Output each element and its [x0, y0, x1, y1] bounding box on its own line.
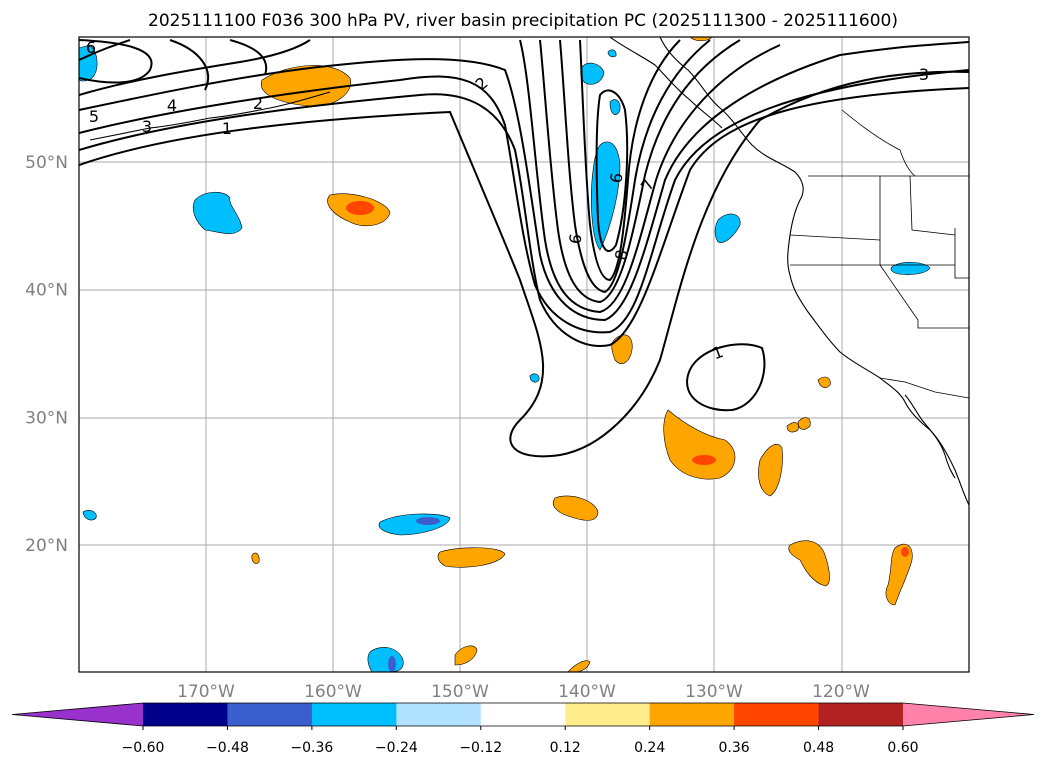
contour-label: 5: [89, 107, 99, 126]
baja-coastline: [904, 394, 956, 479]
contour-label: 1: [222, 119, 232, 138]
contour-label: 3: [919, 65, 929, 84]
pv-contour-9: [595, 89, 629, 252]
lat-tick-label: 20°N: [25, 536, 68, 556]
colorbar-segment: [818, 703, 904, 726]
lon-tick-label: 120°W: [812, 682, 870, 702]
precip-positive-patch: [454, 645, 478, 666]
pv-contour-upper-west-3: [229, 39, 268, 76]
colorbar-tick-label: −0.36: [290, 740, 333, 756]
lon-tick-label: 160°W: [304, 682, 362, 702]
precip-negative-patch: [192, 191, 243, 234]
colorbar-segment: [311, 703, 397, 726]
pv-contour-8: [579, 39, 681, 282]
precip-strong-positive-patch: [346, 201, 374, 215]
contour-label: 4: [167, 96, 177, 115]
precip-positive-patch: [251, 552, 260, 564]
precip-negative-patch: [529, 373, 540, 383]
state-border-wa-or: [789, 234, 881, 241]
precip-negative-patch: [609, 99, 621, 115]
us-mexico-border: [879, 377, 969, 399]
lon-tick-label: 170°W: [177, 682, 235, 702]
precip-positive-patch: [437, 547, 506, 568]
precip-negative-patch: [890, 262, 931, 275]
contour-label: 3: [142, 117, 152, 136]
north-america-coastline: [659, 37, 969, 506]
colorbar-tick-label: −0.12: [459, 740, 502, 756]
colorbar-segment: [565, 703, 651, 726]
lon-tick-label: 130°W: [685, 682, 743, 702]
colorbar-tick-label: 0.24: [634, 740, 665, 756]
contour-label: 2: [253, 94, 263, 113]
precip-positive-patch: [885, 544, 913, 606]
precip-positive-patch: [552, 495, 599, 521]
canada-province-border: [841, 109, 916, 177]
precip-positive-patch: [758, 444, 783, 497]
lat-tick-label: 30°N: [25, 408, 68, 428]
lat-tick-label: 50°N: [25, 153, 68, 173]
longitude-tick-labels: 170°W 160°W 150°W 140°W 130°W 120°W: [177, 682, 870, 702]
colorbar: −0.60 −0.48 −0.36 −0.24 −0.12 0.12 0.24 0.36 0.4…: [11, 702, 1035, 756]
precip-strong-negative-patch: [416, 517, 440, 525]
lon-tick-label: 140°W: [558, 682, 616, 702]
aleutian-islands: [89, 91, 331, 141]
state-border-nevada: [879, 176, 969, 329]
state-border-arizona: [954, 228, 969, 279]
graticule: [79, 37, 969, 672]
precip-strong-positive-patch: [692, 455, 716, 465]
latitude-tick-labels: 50°N 40°N 30°N 20°N: [25, 153, 68, 556]
pv-contour-7: [559, 39, 711, 294]
precip-strong-negative-patch: [388, 656, 396, 672]
map-panel: 6 5 4 3 2 1 2 6 6 8 7 1 3: [78, 36, 970, 673]
colorbar-extend-high: [903, 703, 1034, 726]
precip-positive-patch: [611, 334, 633, 364]
state-border-idaho: [909, 175, 956, 236]
political-borders: [789, 109, 969, 399]
pv-contour-3: [79, 69, 969, 334]
map-title: 2025111100 F036 300 hPa PV, river basin …: [148, 11, 898, 31]
pv-contour-upper-west: [79, 39, 153, 84]
colorbar-tick-label: −0.60: [122, 740, 165, 756]
lon-tick-label: 150°W: [431, 682, 489, 702]
pv-contour-upper-west-2: [169, 39, 210, 91]
pv-contour-1-basin: [79, 70, 969, 458]
map-background: [79, 37, 969, 672]
colorbar-tick-label: 0.12: [550, 740, 581, 756]
contour-label: 6: [86, 38, 96, 57]
precip-positive-patch: [788, 540, 830, 587]
colorbar-segment: [396, 703, 482, 726]
colorbar-segment: [734, 703, 820, 726]
precip-negative-patch: [607, 49, 617, 58]
colorbar-segment: [480, 703, 566, 726]
precip-negative-patch: [714, 213, 741, 243]
colorbar-tick-label: 0.60: [887, 740, 918, 756]
pv-contour-2: [79, 87, 969, 347]
precip-positive-patch: [817, 376, 831, 389]
precip-positive-patch: [786, 422, 799, 433]
pv-contour-5: [79, 39, 781, 314]
precip-strong-positive-patch: [901, 547, 909, 557]
contour-label: 8: [611, 248, 631, 261]
pv-contour-6: [79, 39, 741, 304]
colorbar-extend-low: [12, 703, 143, 726]
pv-contour-1-closed: [686, 343, 766, 412]
precip-negative-patch: [82, 510, 97, 521]
colorbar-tick-label: −0.48: [206, 740, 249, 756]
pv-contours: [79, 39, 969, 458]
colorbar-tick-label: −0.24: [375, 740, 418, 756]
contour-label: 6: [606, 171, 626, 184]
contour-label: 6: [565, 232, 585, 245]
precip-positive-patch: [663, 409, 736, 480]
precip-positive-patch: [797, 417, 811, 430]
lat-tick-label: 40°N: [25, 281, 68, 301]
colorbar-tick-label: 0.48: [803, 740, 834, 756]
colorbar-segment: [649, 703, 735, 726]
colorbar-segment: [227, 703, 313, 726]
colorbar-segment: [143, 703, 228, 726]
map-frame: [78, 36, 970, 673]
pv-contour-4: [79, 41, 969, 322]
colorbar-tick-label: 0.36: [719, 740, 750, 756]
precip-positive-patch: [260, 65, 352, 107]
